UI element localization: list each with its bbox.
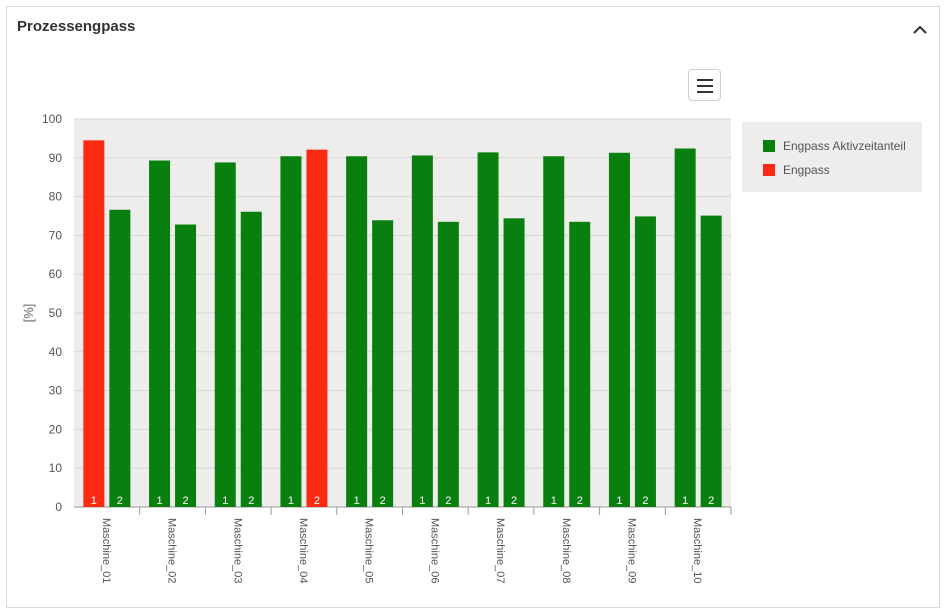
bar-label: 2: [642, 495, 648, 507]
x-tick-label: Maschine_02: [166, 518, 178, 583]
bar-label: 1: [551, 495, 557, 507]
legend-label: Engpass: [783, 163, 830, 177]
bar[interactable]: [149, 160, 171, 508]
bar-label: 2: [248, 495, 254, 507]
y-tick-label: 90: [49, 151, 63, 165]
x-tick-label: Maschine_09: [625, 518, 637, 583]
chart-legend: Engpass Aktivzeitanteil Engpass: [742, 122, 922, 192]
bar-label: 1: [419, 495, 425, 507]
bar[interactable]: [372, 220, 394, 507]
x-tick-label: Maschine_06: [428, 518, 440, 583]
legend-swatch: [763, 164, 775, 176]
y-axis-label: [%]: [21, 304, 36, 323]
bar[interactable]: [280, 156, 302, 508]
bar-label: 2: [182, 495, 188, 507]
bar-label: 2: [380, 495, 386, 507]
hamburger-menu-icon: [697, 79, 713, 81]
x-tick-label: Maschine_01: [100, 518, 112, 583]
y-tick-label: 40: [49, 345, 63, 359]
bar[interactable]: [83, 140, 105, 507]
y-tick-label: 20: [49, 422, 63, 436]
bar[interactable]: [674, 148, 696, 507]
y-tick-label: 50: [49, 306, 63, 320]
chevron-up-icon[interactable]: [909, 19, 931, 41]
bar-label: 1: [91, 495, 97, 507]
bar-label: 1: [288, 495, 294, 507]
bar[interactable]: [240, 211, 262, 507]
bar-label: 1: [485, 495, 491, 507]
bar-label: 2: [314, 495, 320, 507]
y-tick-label: 100: [42, 112, 62, 126]
y-tick-label: 10: [49, 461, 63, 475]
bar-label: 1: [682, 495, 688, 507]
bar[interactable]: [109, 209, 131, 508]
bar-label: 1: [222, 495, 228, 507]
bar[interactable]: [346, 156, 368, 508]
bar-label: 2: [708, 495, 714, 507]
y-tick-label: 30: [49, 384, 63, 398]
bar[interactable]: [634, 216, 656, 507]
panel-title: Prozessengpass: [17, 18, 136, 35]
bar-label: 2: [117, 495, 123, 507]
x-tick-label: Maschine_04: [297, 518, 309, 583]
bar[interactable]: [175, 224, 197, 507]
bar[interactable]: [411, 155, 433, 508]
y-tick-label: 0: [55, 500, 62, 514]
legend-label: Engpass Aktivzeitanteil: [783, 139, 906, 153]
bar[interactable]: [503, 218, 525, 507]
bar-label: 1: [616, 495, 622, 507]
chart-menu-button[interactable]: [688, 69, 721, 101]
bar-label: 1: [354, 495, 360, 507]
bar[interactable]: [437, 221, 459, 507]
y-tick-label: 60: [49, 267, 63, 281]
bar[interactable]: [306, 149, 328, 508]
bar[interactable]: [700, 215, 722, 507]
y-tick-label: 80: [49, 190, 63, 204]
x-tick-label: Maschine_10: [691, 518, 703, 583]
bar[interactable]: [569, 221, 591, 507]
bar[interactable]: [477, 152, 499, 508]
x-tick-label: Maschine_03: [231, 518, 243, 583]
bar[interactable]: [214, 162, 236, 507]
x-tick-label: Maschine_05: [363, 518, 375, 583]
legend-swatch: [763, 140, 775, 152]
x-tick-label: Maschine_08: [560, 518, 572, 583]
x-tick-label: Maschine_07: [494, 518, 506, 583]
bar-label: 2: [445, 495, 451, 507]
bar-label: 2: [577, 495, 583, 507]
bar-label: 2: [511, 495, 517, 507]
y-tick-label: 70: [49, 228, 63, 242]
bar[interactable]: [543, 156, 565, 508]
bar[interactable]: [608, 152, 630, 508]
bar-label: 1: [156, 495, 162, 507]
